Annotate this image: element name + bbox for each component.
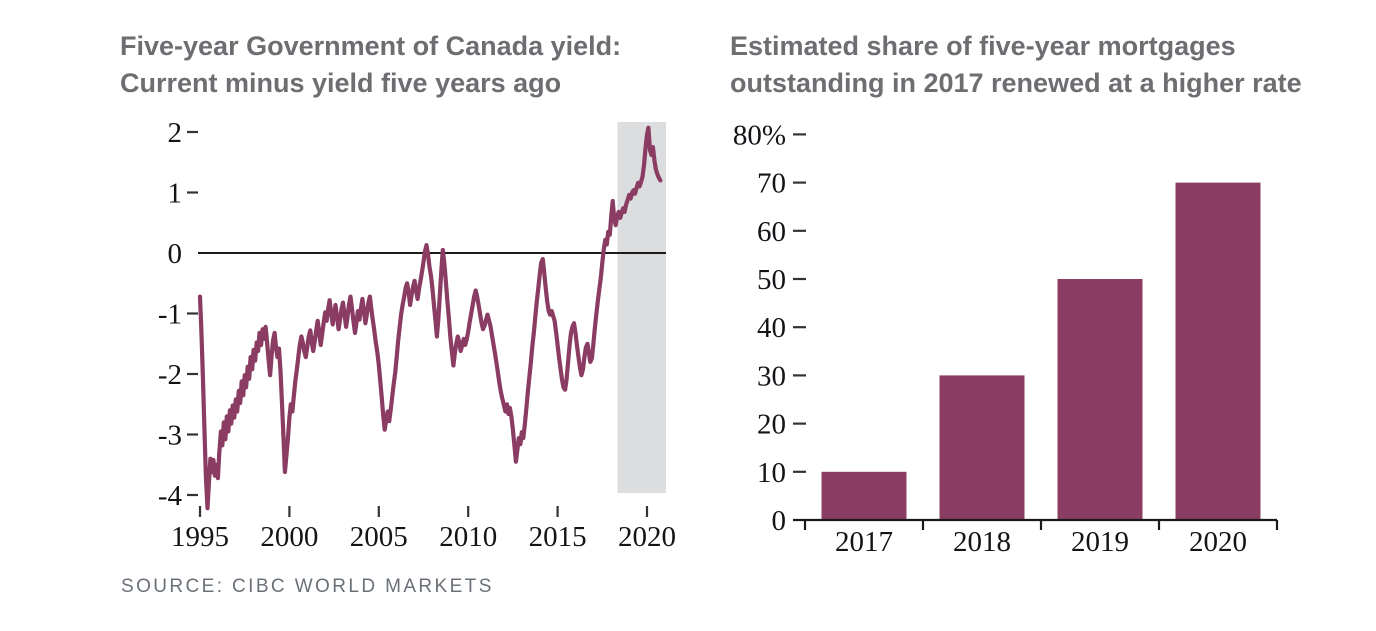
- right-chart-title-line2: outstanding in 2017 renewed at a higher …: [730, 68, 1302, 98]
- yield-difference-line: [197, 125, 663, 511]
- y-tick-label: 70: [757, 168, 786, 200]
- x-tick-label: 2019: [1071, 526, 1129, 558]
- y-tick-label: 80%: [733, 119, 786, 151]
- x-tick-label: 2000: [260, 521, 318, 553]
- left-chart-title-line1: Five-year Government of Canada yield:: [120, 31, 622, 61]
- y-tick-label: 10: [757, 457, 786, 489]
- x-tick-label: 2010: [439, 521, 497, 553]
- left-chart-title: Five-year Government of Canada yield: Cu…: [120, 28, 710, 102]
- y-tick-label: -2: [158, 359, 182, 391]
- x-tick-label: 1995: [171, 521, 229, 553]
- bar-2018: [939, 375, 1025, 520]
- x-tick-label: 2018: [953, 526, 1011, 558]
- y-tick-label: 20: [757, 409, 786, 441]
- y-tick-label: -1: [158, 299, 182, 331]
- left-chart-title-line2: Current minus yield five years ago: [120, 68, 562, 98]
- x-tick-label: 2020: [1189, 526, 1247, 558]
- y-tick-label: 1: [168, 178, 183, 210]
- y-tick-label: -4: [158, 480, 183, 512]
- source-credit: SOURCE: CIBC WORLD MARKETS: [121, 576, 494, 597]
- bar-2020: [1175, 182, 1261, 520]
- y-tick-label: 50: [757, 264, 786, 296]
- y-tick-label: 2: [168, 117, 183, 149]
- y-tick-label: 0: [772, 505, 787, 537]
- y-tick-label: 0: [168, 238, 183, 270]
- x-tick-label: 2020: [618, 521, 676, 553]
- y-tick-label: 40: [757, 312, 786, 344]
- y-tick-label: 60: [757, 216, 786, 248]
- x-tick-label: 2005: [350, 521, 408, 553]
- y-tick-label: -3: [158, 420, 182, 452]
- y-tick-label: 30: [757, 360, 786, 392]
- bar-2017: [821, 471, 907, 520]
- right-chart-title: Estimated share of five-year mortgages o…: [730, 28, 1370, 102]
- x-tick-label: 2017: [835, 526, 893, 558]
- bar-2019: [1057, 279, 1143, 520]
- x-tick-label: 2015: [529, 521, 587, 553]
- right-chart-title-line1: Estimated share of five-year mortgages: [730, 31, 1236, 61]
